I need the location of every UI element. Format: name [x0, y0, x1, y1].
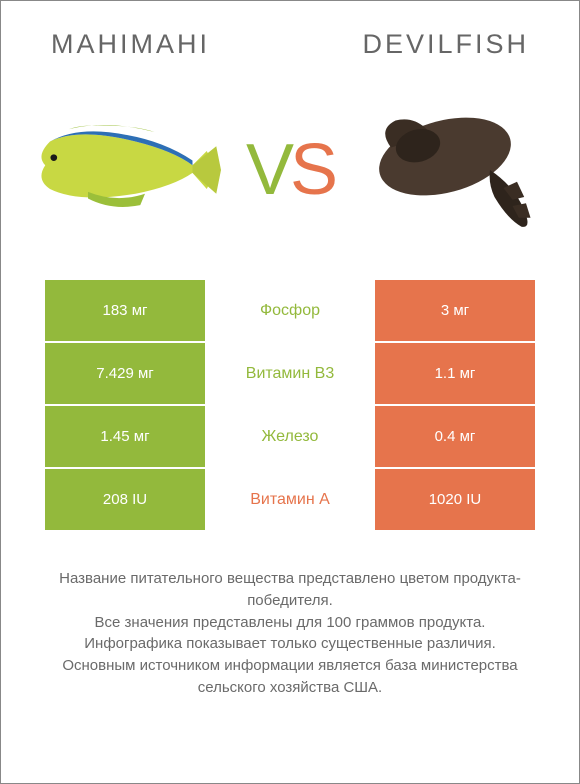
cell-nutrient-name: Витамин A — [205, 469, 375, 530]
comparison-table: 183 мгФосфор3 мг7.429 мгВитамин B31.1 мг… — [45, 280, 535, 532]
footer-line-1: Название питательного вещества представл… — [47, 568, 533, 612]
cell-left-value: 1.45 мг — [45, 406, 205, 467]
footer-line-4: Основным источником информации является … — [47, 655, 533, 699]
images-row: VS — [1, 60, 579, 270]
footer-line-3: Инфографика показывает только существенн… — [47, 633, 533, 655]
cell-left-value: 183 мг — [45, 280, 205, 341]
table-row: 208 IUВитамин A1020 IU — [45, 469, 535, 532]
cell-right-value: 0.4 мг — [375, 406, 535, 467]
cell-left-value: 7.429 мг — [45, 343, 205, 404]
cell-nutrient-name: Витамин B3 — [205, 343, 375, 404]
cell-left-value: 208 IU — [45, 469, 205, 530]
vs-s: S — [290, 130, 334, 210]
vs-label: VS — [246, 129, 334, 211]
mahimahi-image — [31, 95, 221, 245]
footnote: Название питательного вещества представл… — [1, 532, 579, 699]
footer-line-2: Все значения представлены для 100 граммо… — [47, 612, 533, 634]
vs-v: V — [246, 130, 290, 210]
table-row: 7.429 мгВитамин B31.1 мг — [45, 343, 535, 406]
cell-nutrient-name: Железо — [205, 406, 375, 467]
cell-right-value: 1020 IU — [375, 469, 535, 530]
devilfish-image — [359, 95, 549, 245]
table-row: 1.45 мгЖелезо0.4 мг — [45, 406, 535, 469]
cell-right-value: 3 мг — [375, 280, 535, 341]
title-right: DEVILFISH — [362, 29, 529, 60]
cell-nutrient-name: Фосфор — [205, 280, 375, 341]
title-left: MAHIMAHI — [51, 29, 210, 60]
table-row: 183 мгФосфор3 мг — [45, 280, 535, 343]
cell-right-value: 1.1 мг — [375, 343, 535, 404]
